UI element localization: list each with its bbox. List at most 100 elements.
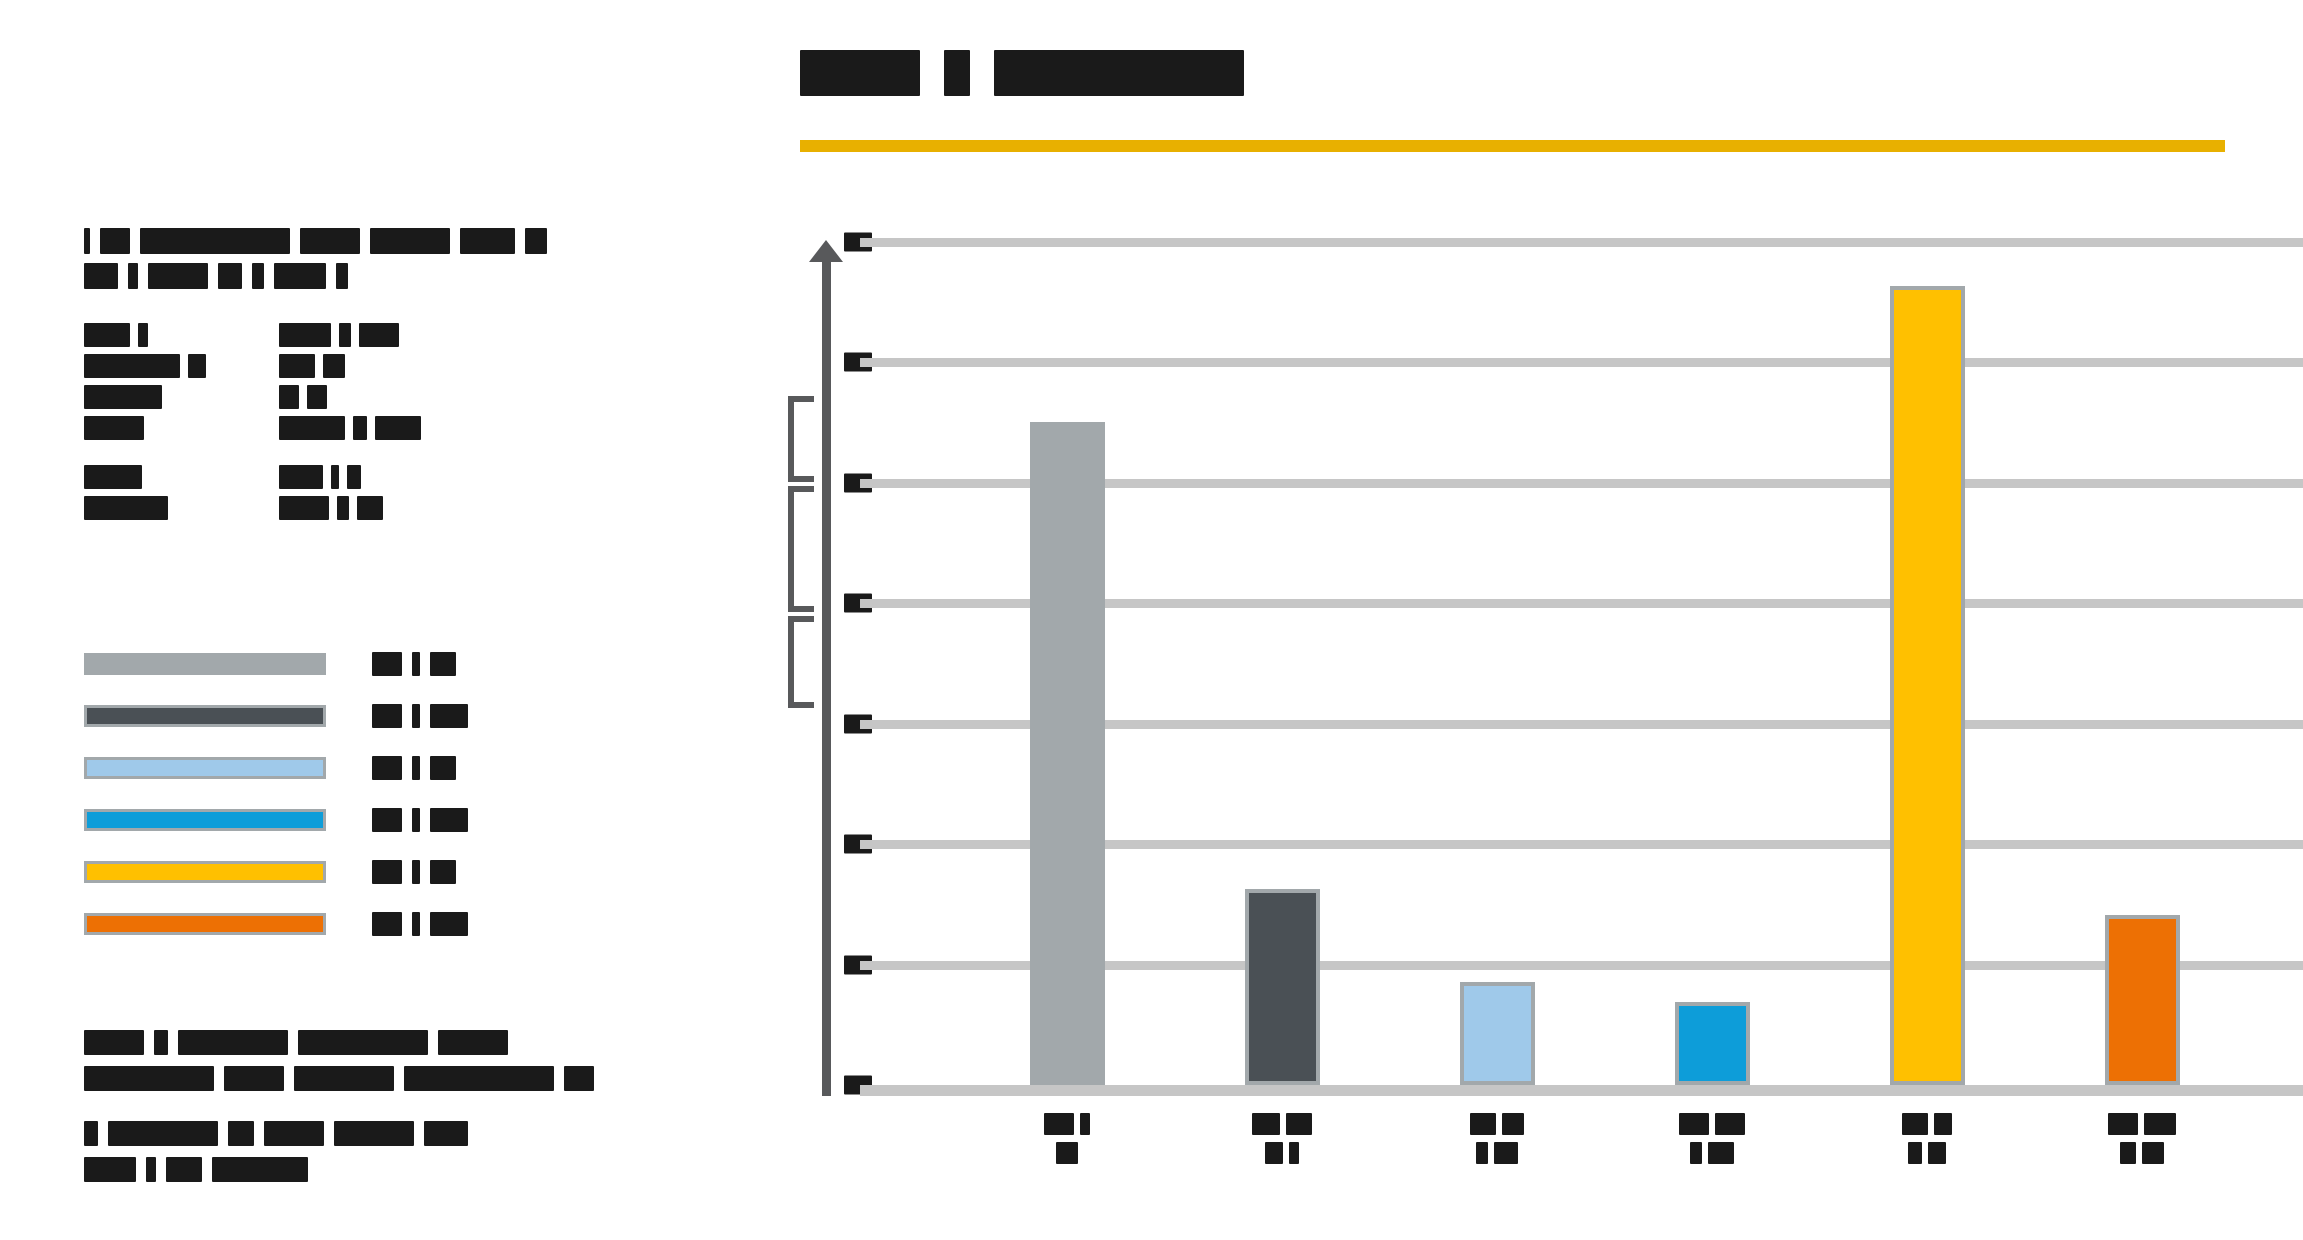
redacted-text [339,322,351,347]
redacted-text [353,415,367,440]
redacted-text [438,1030,508,1055]
gridline [860,840,2303,850]
redacted-text [84,495,168,520]
spec-value [279,495,383,520]
info-panel [84,228,824,523]
redacted-text [412,756,420,780]
redacted-text [298,1030,428,1055]
redacted-text [944,50,970,96]
y-axis-line [822,258,831,1096]
spec-key [84,322,279,347]
redacted-text [128,263,138,289]
redacted-text [1690,1142,1702,1164]
legend-item-series-2[interactable] [84,690,824,742]
redacted-text [148,263,208,289]
redacted-text [372,808,402,832]
gridline [860,719,2303,729]
legend-swatch-series-2 [84,705,326,727]
spec-row [84,492,824,523]
legend-item-series-5[interactable] [84,846,824,898]
redacted-text [800,50,920,96]
redacted-text [1252,1113,1280,1135]
redacted-text [334,1121,414,1146]
redacted-text [372,912,402,936]
legend-item-series-6[interactable] [84,898,824,950]
spec-value [279,464,361,489]
axis-brace-3 [788,616,814,708]
legend-item-series-1[interactable] [84,638,824,690]
redacted-text [188,353,206,378]
gridline [860,358,2303,368]
redacted-text [2108,1113,2138,1135]
redacted-text [331,464,339,489]
x-tick-label-4 [1637,1113,1787,1171]
redacted-text [1908,1142,1922,1164]
redacted-text [525,228,547,254]
redacted-text [337,495,349,520]
spec-value [279,322,399,347]
redacted-text [412,652,420,676]
gridline [860,478,2303,488]
redacted-text [100,228,130,254]
redacted-text [430,808,468,832]
redacted-text [372,860,402,884]
redacted-text [372,652,402,676]
redacted-text [336,263,348,289]
spec-row [84,381,824,412]
redacted-text [138,322,148,347]
x-tick-label-5 [1852,1113,2002,1171]
redacted-text [1265,1142,1283,1164]
redacted-text [347,464,361,489]
bar-4[interactable] [1675,1001,1750,1085]
redacted-text [274,263,326,289]
legend-label [372,704,468,728]
redacted-text [1044,1113,1074,1135]
redacted-text [228,1121,254,1146]
redacted-text [370,228,450,254]
bar-6[interactable] [2105,915,2180,1085]
redacted-text [1502,1113,1524,1135]
redacted-text [224,1066,284,1091]
redacted-text [108,1121,218,1146]
legend-item-series-4[interactable] [84,794,824,846]
footnote-line [84,1121,844,1146]
redacted-text [279,415,345,440]
x-tick-label-6 [2067,1113,2217,1171]
redacted-text [84,464,142,489]
redacted-text [430,756,456,780]
spec-key [84,415,279,440]
footnotes-block [84,1030,844,1193]
redacted-text [1056,1142,1078,1164]
redacted-text [412,808,420,832]
redacted-text [412,912,420,936]
redacted-text [430,704,468,728]
legend-label [372,652,456,676]
redacted-text [166,1157,202,1182]
redacted-text [140,228,290,254]
redacted-text [212,1157,308,1182]
page-title [800,48,2250,96]
spec-value [279,353,345,378]
legend-item-series-3[interactable] [84,742,824,794]
redacted-text [412,860,420,884]
redacted-text [1476,1142,1488,1164]
y-axis-arrow-icon [809,240,843,262]
bar-3[interactable] [1460,981,1535,1085]
bar-2[interactable] [1245,889,1320,1085]
footnote-line [84,1030,844,1055]
redacted-text [279,464,323,489]
redacted-text [404,1066,554,1091]
redacted-text [2120,1142,2136,1164]
redacted-text [2144,1113,2176,1135]
info-panel-heading [84,228,824,289]
bar-5[interactable] [1890,285,1965,1085]
spec-table [84,319,824,523]
spec-key [84,464,279,489]
bar-chart [780,228,2303,1164]
redacted-text [218,263,242,289]
bar-1[interactable] [1030,422,1105,1085]
legend-swatch-series-6 [84,913,326,935]
redacted-text [372,704,402,728]
x-tick-label-1 [992,1113,1142,1171]
x-tick-label-3 [1422,1113,1572,1171]
